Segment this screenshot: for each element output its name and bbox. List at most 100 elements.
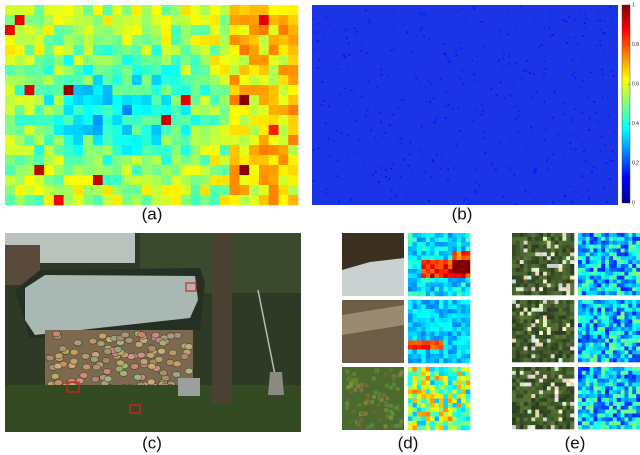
cell bbox=[621, 327, 625, 331]
cell bbox=[609, 358, 613, 362]
noise bbox=[535, 172, 537, 174]
grass-pixel bbox=[352, 410, 356, 414]
cell bbox=[617, 398, 621, 402]
cell bbox=[93, 195, 103, 205]
cell bbox=[181, 175, 191, 185]
cell bbox=[443, 332, 448, 337]
cell bbox=[636, 402, 640, 406]
cell bbox=[181, 105, 191, 115]
noise bbox=[476, 168, 478, 170]
noise bbox=[464, 199, 466, 201]
cell bbox=[570, 417, 574, 421]
noise bbox=[596, 173, 598, 175]
noise bbox=[476, 55, 478, 57]
cell bbox=[559, 312, 563, 316]
cell bbox=[520, 237, 524, 241]
noise bbox=[587, 202, 589, 204]
cell bbox=[457, 318, 462, 323]
noise bbox=[458, 42, 460, 44]
cell bbox=[570, 425, 574, 429]
cell bbox=[578, 383, 582, 387]
log bbox=[173, 372, 181, 378]
noise bbox=[563, 19, 565, 21]
cell bbox=[531, 283, 535, 287]
cell bbox=[559, 339, 563, 343]
cell bbox=[269, 25, 279, 35]
cell bbox=[461, 350, 466, 355]
cell bbox=[621, 339, 625, 343]
cell bbox=[430, 233, 435, 238]
cell bbox=[632, 421, 636, 425]
cell bbox=[625, 323, 629, 327]
cell bbox=[466, 336, 471, 341]
cell bbox=[535, 304, 539, 308]
cell bbox=[625, 383, 629, 387]
cell bbox=[590, 339, 594, 343]
noise bbox=[543, 72, 545, 74]
cell bbox=[555, 260, 559, 264]
cell bbox=[621, 350, 625, 354]
cell bbox=[426, 332, 431, 337]
cell bbox=[461, 283, 466, 288]
cell bbox=[625, 316, 629, 320]
cell bbox=[220, 145, 230, 155]
cell bbox=[435, 417, 440, 422]
cell bbox=[466, 417, 471, 422]
cell bbox=[601, 264, 605, 268]
cell bbox=[210, 125, 220, 135]
cell bbox=[562, 371, 566, 375]
noise bbox=[581, 175, 583, 177]
cell bbox=[122, 105, 132, 115]
cell bbox=[547, 319, 551, 323]
cell bbox=[5, 195, 15, 205]
cell bbox=[457, 283, 462, 288]
cell bbox=[594, 327, 598, 331]
cell bbox=[594, 379, 598, 383]
cell bbox=[632, 323, 636, 327]
cell bbox=[547, 300, 551, 304]
cell bbox=[132, 135, 142, 145]
cell bbox=[597, 312, 601, 316]
noise bbox=[543, 75, 545, 77]
cell bbox=[171, 35, 181, 45]
noise bbox=[540, 174, 542, 176]
noise bbox=[346, 29, 348, 31]
cell bbox=[632, 291, 636, 295]
cell bbox=[547, 249, 551, 253]
noise bbox=[421, 125, 423, 127]
cell bbox=[448, 327, 453, 332]
cell bbox=[516, 354, 520, 358]
cell bbox=[524, 327, 528, 331]
cell bbox=[578, 379, 582, 383]
cell bbox=[443, 269, 448, 274]
cell bbox=[430, 323, 435, 328]
cell bbox=[539, 319, 543, 323]
cell bbox=[617, 241, 621, 245]
noise bbox=[350, 89, 352, 91]
panel-label: (d) bbox=[398, 433, 419, 452]
cell bbox=[543, 371, 547, 375]
cell bbox=[15, 105, 25, 115]
noise bbox=[408, 165, 410, 167]
cell bbox=[448, 309, 453, 314]
noise bbox=[323, 100, 325, 102]
cell bbox=[142, 165, 152, 175]
cell bbox=[5, 15, 15, 25]
log bbox=[185, 368, 193, 374]
cell bbox=[417, 417, 422, 422]
noise bbox=[611, 106, 613, 108]
cell bbox=[636, 417, 640, 421]
noise bbox=[611, 160, 613, 162]
cell bbox=[461, 265, 466, 270]
cell bbox=[181, 35, 191, 45]
cell bbox=[551, 304, 555, 308]
cell bbox=[601, 233, 605, 237]
cell bbox=[539, 358, 543, 362]
cell bbox=[625, 249, 629, 253]
cell bbox=[435, 359, 440, 364]
cell bbox=[531, 335, 535, 339]
cell bbox=[617, 245, 621, 249]
cell bbox=[249, 145, 259, 155]
cell bbox=[570, 371, 574, 375]
cell bbox=[259, 115, 269, 125]
